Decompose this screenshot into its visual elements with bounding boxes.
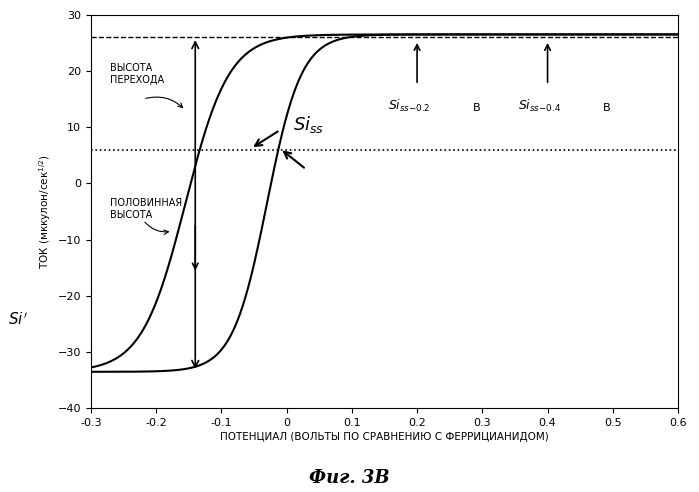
X-axis label: ПОТЕНЦИАЛ (ВОЛЬТЫ ПО СРАВНЕНИЮ С ФЕРРИЦИАНИДОМ): ПОТЕНЦИАЛ (ВОЛЬТЫ ПО СРАВНЕНИЮ С ФЕРРИЦИ… (220, 432, 549, 442)
Text: ВЫСОТА
ПЕРЕХОДА: ВЫСОТА ПЕРЕХОДА (110, 63, 164, 85)
Text: В: В (603, 102, 611, 113)
Text: $\mathit{Si}_{ss\mathrm{-}0.4}$: $\mathit{Si}_{ss\mathrm{-}0.4}$ (518, 98, 561, 114)
Y-axis label: ТОК (мккулон/сек$^{1/2}$): ТОК (мккулон/сек$^{1/2}$) (38, 154, 54, 269)
Text: $\mathit{Si}_{ss}$: $\mathit{Si}_{ss}$ (293, 114, 324, 135)
Text: ПОЛОВИННАЯ
ВЫСОТА: ПОЛОВИННАЯ ВЫСОТА (110, 198, 182, 219)
Text: $\mathit{Si}'$: $\mathit{Si}'$ (8, 311, 27, 328)
Text: В: В (473, 102, 480, 113)
Text: $\mathit{Si}_{ss\mathrm{-}0.2}$: $\mathit{Si}_{ss\mathrm{-}0.2}$ (388, 98, 430, 114)
Text: Фиг. 3В: Фиг. 3В (309, 469, 390, 487)
